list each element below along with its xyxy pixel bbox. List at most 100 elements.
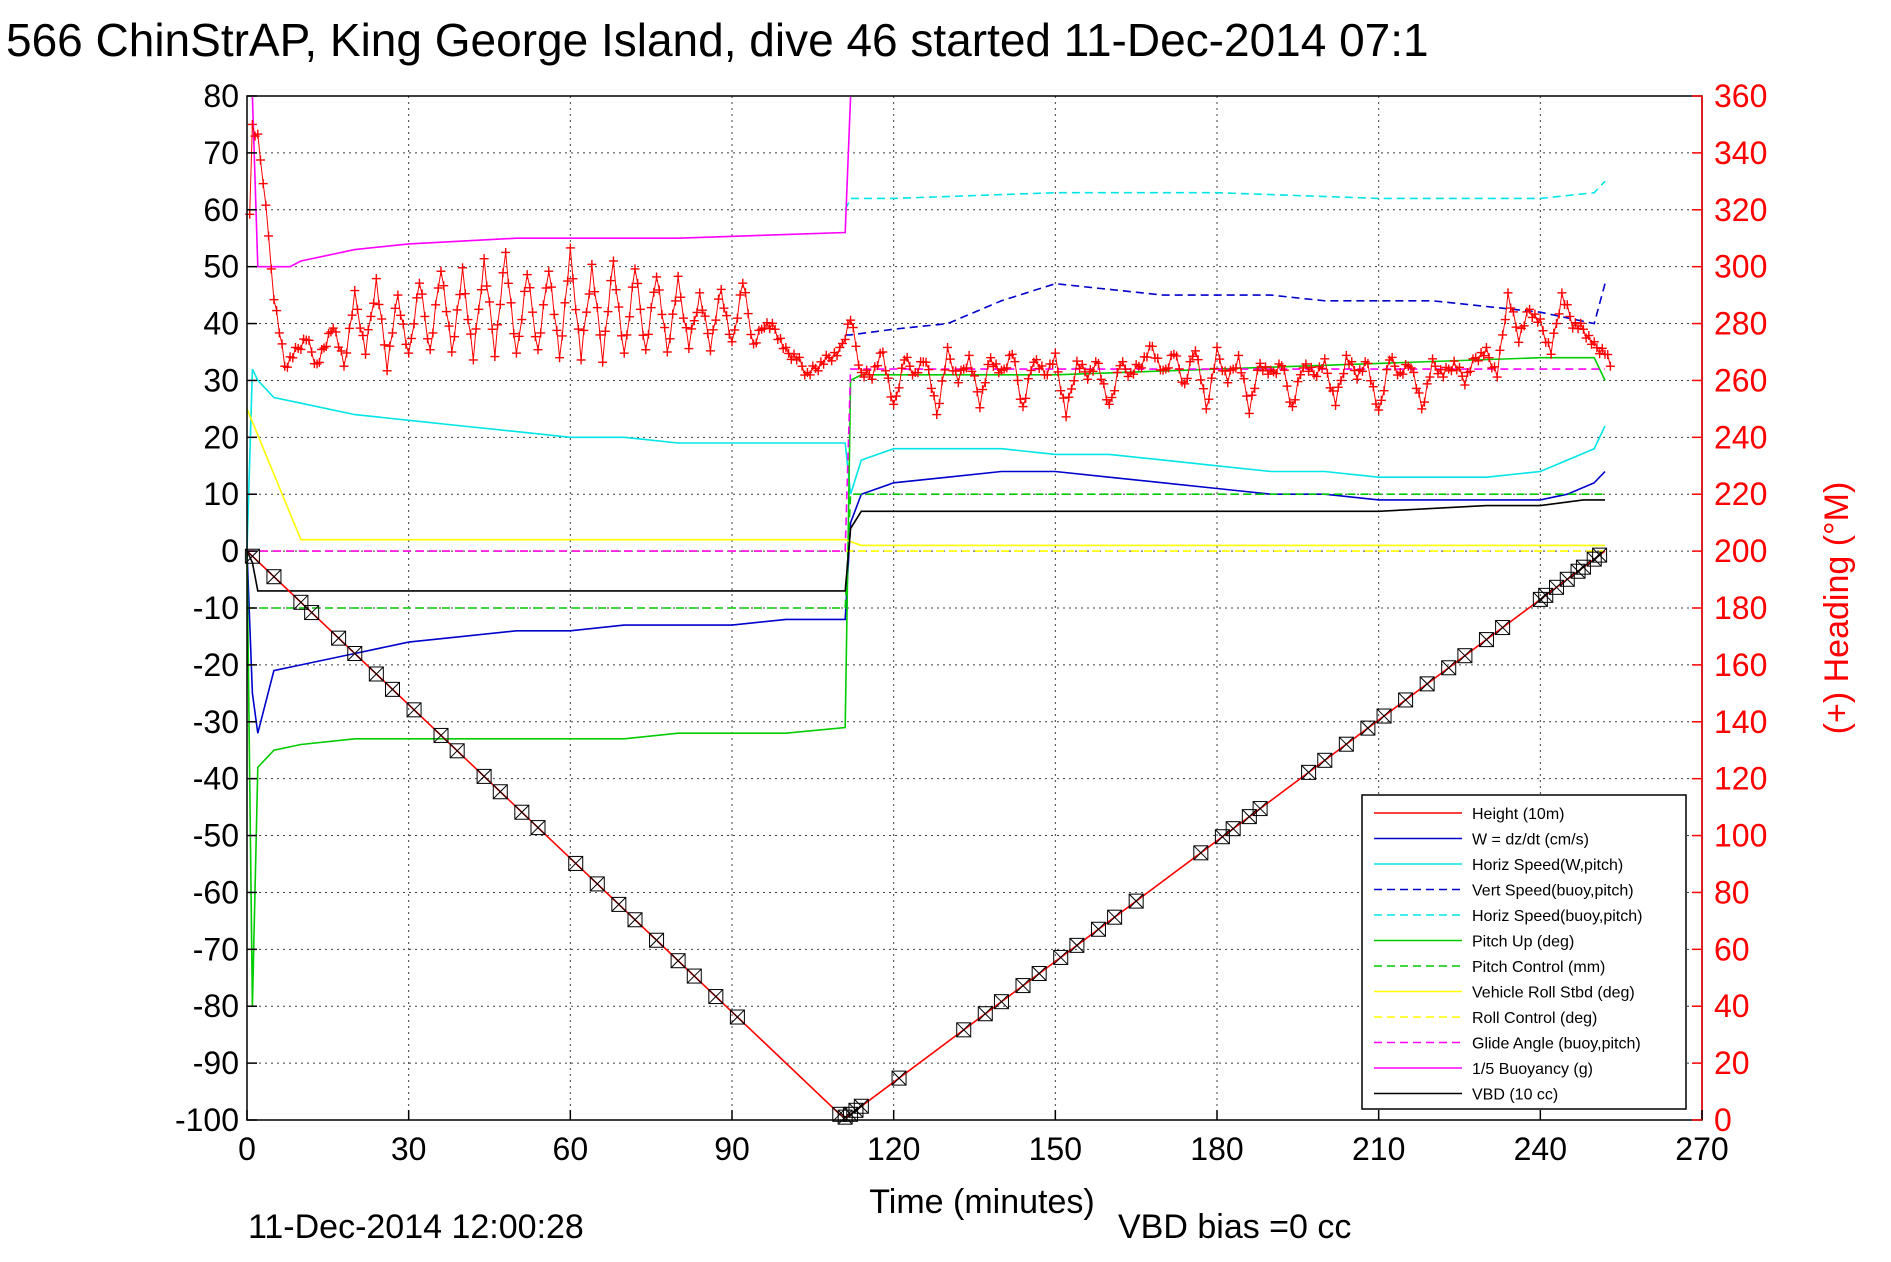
series-glide-angle-buoy-pitch (247, 368, 1605, 552)
heading-point (692, 307, 702, 317)
y-tick-label: -30 (193, 704, 239, 740)
heading-point (1503, 288, 1513, 298)
heading-point (1301, 359, 1311, 369)
heading-point (687, 324, 697, 334)
heading-point (1102, 395, 1112, 405)
depth-marker (1193, 845, 1209, 861)
vbd-bias-footer: VBD bias =0 cc (1118, 1208, 1351, 1246)
heading-point (538, 300, 548, 310)
heading-point (1333, 382, 1343, 392)
heading-point (336, 346, 346, 356)
heading-point (1239, 374, 1249, 384)
heading-point (1250, 383, 1260, 393)
heading-point (379, 340, 389, 350)
heading-point (458, 263, 468, 273)
heading-point (549, 309, 559, 319)
heading-point (743, 309, 753, 319)
x-axis-label: Time (minutes) (869, 1183, 1094, 1221)
heading-point (953, 378, 963, 388)
depth-marker (331, 630, 347, 646)
y-right-tick-label: 260 (1714, 362, 1767, 398)
heading-point (433, 283, 443, 293)
legend-label: VBD (10 cc) (1472, 1087, 1558, 1104)
heading-point (983, 360, 993, 370)
heading-point (1436, 365, 1446, 375)
heading-point (665, 334, 675, 344)
heading-point (404, 348, 414, 358)
heading-point (1234, 350, 1244, 360)
heading-point (1409, 367, 1419, 377)
y-right-tick-label: 140 (1714, 704, 1767, 740)
heading-point (1174, 364, 1184, 374)
heading-point (856, 367, 866, 377)
y-right-tick-label: 160 (1714, 647, 1767, 683)
heading-point (288, 353, 298, 363)
y-right-tick-label: 0 (1714, 1102, 1732, 1138)
heading-point (506, 298, 516, 308)
heading-point (1557, 288, 1567, 298)
heading-point (1104, 399, 1114, 409)
x-tick-label: 90 (714, 1131, 750, 1167)
heading-point (1417, 404, 1427, 414)
heading-point (1430, 361, 1440, 371)
heading-point (646, 303, 656, 313)
heading-point (889, 399, 899, 409)
heading-point (530, 332, 540, 342)
heading-point (1339, 369, 1349, 379)
heading-point (932, 410, 942, 420)
heading-point (937, 376, 947, 386)
heading-point (1093, 358, 1103, 368)
heading-point (498, 268, 508, 278)
x-tick-label: 120 (867, 1131, 920, 1167)
depth-marker (1107, 909, 1123, 925)
depth-marker (1214, 829, 1230, 845)
heading-point (579, 325, 589, 335)
depth-marker (708, 989, 724, 1005)
heading-point (573, 324, 583, 334)
heading-point (509, 329, 519, 339)
depth-marker (1376, 708, 1392, 724)
heading-point (854, 360, 864, 370)
heading-point (439, 281, 449, 291)
heading-point (961, 363, 971, 373)
heading-point (253, 129, 263, 139)
heading-point (851, 341, 861, 351)
heading-point (789, 349, 799, 359)
heading-point (441, 307, 451, 317)
x-tick-label: 0 (238, 1131, 256, 1167)
depth-marker (956, 1022, 972, 1038)
legend-label: Vert Speed(buoy,pitch) (1472, 883, 1634, 900)
heading-point (1118, 357, 1128, 367)
heading-point (1002, 363, 1012, 373)
heading-point (514, 331, 524, 341)
series-pitch-up-deg (246, 356, 1606, 1007)
heading-point (926, 383, 936, 393)
heading-trace (249, 124, 1611, 417)
legend-item: Pitch Control (mm) (1374, 959, 1605, 976)
heading-point (471, 324, 481, 334)
heading-point (1363, 358, 1373, 368)
y-tick-label: -50 (193, 818, 239, 854)
y-tick-label: 80 (203, 78, 239, 114)
heading-point (1236, 368, 1246, 378)
heading-point (552, 325, 562, 335)
y-right-tick-label: 240 (1714, 419, 1767, 455)
series-layer (246, 95, 1606, 1119)
depth-marker (1053, 949, 1069, 965)
depth-marker (1419, 676, 1435, 692)
heading-point (1050, 348, 1060, 358)
heading-point (859, 372, 869, 382)
depth-marker (1317, 752, 1333, 768)
y-right-tick-label: 80 (1714, 874, 1750, 910)
depth-marker (1478, 632, 1494, 648)
heading-point (319, 343, 329, 353)
heading-point (767, 318, 777, 328)
heading-point (476, 285, 486, 295)
heading-point (493, 320, 503, 330)
heading-point (304, 335, 314, 345)
heading-point (711, 315, 721, 325)
heading-point (1376, 395, 1386, 405)
heading-point (980, 378, 990, 388)
heading-point (1603, 350, 1613, 360)
heading-point (390, 303, 400, 313)
